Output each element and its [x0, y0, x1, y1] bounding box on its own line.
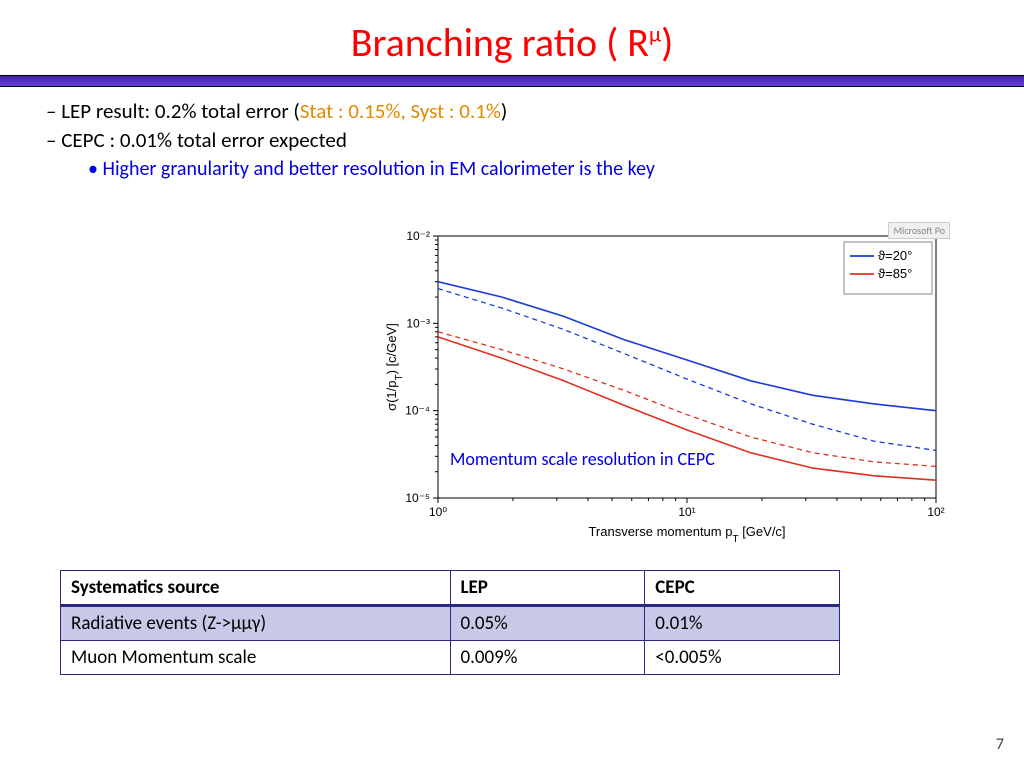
table-cell: Radiative events (Z->μμγ): [61, 606, 451, 641]
bullet-lep-orange: Stat : 0.15%, Syst : 0.1%: [300, 98, 501, 124]
svg-text:10¹: 10¹: [678, 505, 695, 519]
table-row: Muon Momentum scale0.009%<0.005%: [61, 641, 840, 675]
title-post: ): [661, 18, 673, 67]
svg-text:10⁰: 10⁰: [429, 505, 447, 519]
bullet-lep-post: ): [501, 98, 507, 124]
body: LEP result: 0.2% total error (Stat : 0.1…: [0, 87, 1024, 181]
title-pre: Branching ratio ( R: [351, 18, 649, 67]
sub-bullet-key: Higher granularity and better resolution…: [88, 157, 996, 181]
svg-text:ϑ=20°: ϑ=20°: [878, 248, 912, 263]
table-row: Radiative events (Z->μμγ)0.05%0.01%: [61, 606, 840, 641]
bullet-lep-pre: LEP result: 0.2% total error (: [61, 98, 300, 124]
table-header-cell: LEP: [450, 571, 645, 606]
bullet-lep: LEP result: 0.2% total error (Stat : 0.1…: [46, 98, 996, 124]
svg-text:10⁻⁵: 10⁻⁵: [405, 491, 430, 505]
svg-text:ϑ=85°: ϑ=85°: [878, 266, 912, 281]
chart-container: Microsoft Po 10⁻⁵ 10⁻⁴ 10⁻³ 10⁻² 10⁰ 10¹ 10² Tr…: [380, 222, 950, 542]
systematics-table: Systematics sourceLEPCEPC Radiative even…: [60, 570, 840, 675]
table-cell: 0.01%: [645, 606, 840, 641]
table-header-cell: CEPC: [645, 571, 840, 606]
svg-text:10⁻⁴: 10⁻⁴: [405, 404, 430, 418]
page-number: 7: [996, 735, 1004, 754]
title-sup: μ: [649, 21, 661, 48]
svg-text:Transverse momentum pT [GeV/c]: Transverse momentum pT [GeV/c]: [588, 524, 785, 542]
svg-text:10⁻³: 10⁻³: [406, 316, 430, 330]
slide-title: Branching ratio ( Rμ): [0, 0, 1024, 75]
table-header-row: Systematics sourceLEPCEPC: [61, 571, 840, 606]
svg-text:σ(1/pT) [c/GeV]: σ(1/pT) [c/GeV]: [384, 323, 405, 411]
ms-badge: Microsoft Po: [888, 222, 950, 239]
table-cell: <0.005%: [645, 641, 840, 675]
chart-note: Momentum scale resolution in CEPC: [450, 448, 715, 470]
svg-text:10²: 10²: [927, 505, 944, 519]
table-cell: Muon Momentum scale: [61, 641, 451, 675]
bullet-cepc: CEPC : 0.01% total error expected: [46, 127, 996, 153]
resolution-chart: 10⁻⁵ 10⁻⁴ 10⁻³ 10⁻² 10⁰ 10¹ 10² Transverse mome…: [380, 222, 950, 542]
table-cell: 0.05%: [450, 606, 645, 641]
table-cell: 0.009%: [450, 641, 645, 675]
table-header-cell: Systematics source: [61, 571, 451, 606]
title-divider: [0, 75, 1024, 87]
svg-text:10⁻²: 10⁻²: [406, 229, 430, 243]
